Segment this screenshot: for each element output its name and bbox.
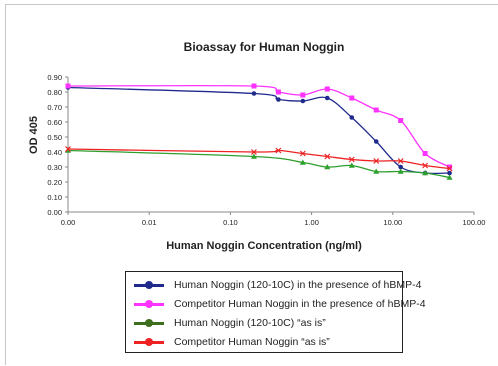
- data-point: [324, 153, 331, 160]
- x-tick-label: 1.00: [304, 218, 319, 227]
- x-tick-label: 0.00: [61, 218, 76, 227]
- x-tick-label: 0.01: [142, 218, 157, 227]
- data-point: [446, 165, 453, 172]
- x-tick-label: 0.10: [223, 218, 238, 227]
- data-point: [299, 150, 306, 157]
- data-point: [397, 158, 404, 164]
- legend-label: Human Noggin (120-10C) “as is”: [174, 317, 326, 329]
- data-point: [397, 168, 404, 174]
- data-point: [299, 159, 306, 165]
- data-point: [250, 153, 257, 159]
- data-point: [251, 149, 257, 155]
- y-tick-label: 0.90: [47, 73, 62, 82]
- data-point: [373, 139, 379, 144]
- legend-label: Human Noggin (120-10C) in the presence o…: [174, 279, 422, 291]
- legend-item-human-noggin-as-is: Human Noggin (120-10C) “as is”: [134, 315, 326, 331]
- series-line: [67, 84, 450, 168]
- legend: Human Noggin (120-10C) in the presence o…: [125, 271, 426, 353]
- legend-label: Competitor Human Noggin in the presence …: [174, 298, 426, 310]
- y-tick-label: 0.80: [47, 88, 62, 97]
- data-point: [324, 164, 331, 170]
- y-tick-label: 0.70: [47, 103, 62, 112]
- y-tick-label: 0.10: [47, 193, 62, 202]
- chart-title: Bioassay for Human Noggin: [184, 40, 345, 54]
- series-1: [65, 85, 452, 176]
- y-tick-label: 0.00: [47, 208, 62, 217]
- data-point: [65, 83, 71, 89]
- y-tick-label: 0.40: [47, 148, 62, 157]
- series-3: [65, 147, 453, 180]
- axes: 0.00 0.10 0.20 0.30 0.40 0.50 0.60 0.70 0.80 0.90…: [47, 73, 485, 227]
- x-tick-label: 100.00: [463, 218, 486, 227]
- legend-label: Competitor Human Noggin “as is”: [174, 336, 330, 348]
- data-point: [251, 91, 257, 96]
- data-point: [348, 162, 355, 168]
- data-point: [275, 147, 282, 154]
- data-point: [422, 151, 428, 156]
- data-point: [65, 146, 71, 152]
- data-point: [398, 118, 404, 123]
- data-point: [349, 95, 355, 101]
- series-layer: [65, 83, 453, 180]
- chart-frame: Bioassay for Human Noggin OD 405 Human N…: [5, 4, 498, 365]
- line-chart: Bioassay for Human Noggin OD 405 Human N…: [28, 40, 485, 252]
- data-point: [348, 156, 355, 163]
- legend-line-icon: [134, 337, 164, 346]
- y-tick-label: 0.60: [47, 118, 62, 127]
- y-axis-label: OD 405: [28, 116, 40, 154]
- data-point: [324, 86, 330, 92]
- series-2: [65, 83, 453, 170]
- data-point: [65, 147, 71, 153]
- data-point: [373, 107, 379, 113]
- x-tick-label: 10.00: [383, 218, 402, 227]
- legend-item-human-noggin-bmp4: Human Noggin (120-10C) in the presence o…: [134, 277, 421, 293]
- legend-item-competitor-bmp4: Competitor Human Noggin in the presence …: [134, 296, 426, 312]
- series-line: [67, 149, 450, 179]
- y-tick-label: 0.50: [47, 133, 62, 142]
- data-point: [373, 168, 380, 174]
- legend-line-icon: [134, 280, 164, 289]
- data-point: [324, 95, 330, 101]
- data-point: [349, 115, 355, 120]
- data-point: [276, 97, 281, 102]
- legend-item-competitor-as-is: Competitor Human Noggin “as is”: [134, 334, 330, 350]
- data-point: [373, 158, 380, 164]
- data-point: [251, 83, 257, 89]
- legend-line-icon: [134, 318, 164, 327]
- data-point: [300, 98, 306, 104]
- y-tick-label: 0.30: [47, 163, 62, 172]
- x-axis-label: Human Noggin Concentration (ng/ml): [166, 240, 362, 252]
- data-point: [398, 164, 403, 170]
- legend-line-icon: [134, 299, 164, 308]
- data-point: [447, 170, 452, 176]
- data-point: [275, 89, 281, 95]
- data-point: [300, 92, 306, 98]
- y-tick-label: 0.20: [47, 178, 62, 187]
- data-point: [422, 170, 429, 176]
- series-4: [65, 146, 453, 172]
- data-point: [446, 174, 453, 180]
- data-point: [447, 164, 453, 170]
- data-point: [422, 162, 429, 169]
